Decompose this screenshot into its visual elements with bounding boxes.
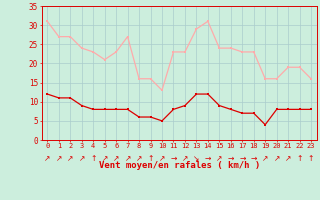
Text: ↘: ↘ — [193, 154, 200, 163]
Text: ↗: ↗ — [216, 154, 222, 163]
Text: ↗: ↗ — [159, 154, 165, 163]
Text: →: → — [205, 154, 211, 163]
Text: →: → — [239, 154, 245, 163]
Text: ↗: ↗ — [101, 154, 108, 163]
Text: →: → — [170, 154, 177, 163]
Text: ↗: ↗ — [67, 154, 74, 163]
Text: ↗: ↗ — [274, 154, 280, 163]
Text: ↑: ↑ — [308, 154, 314, 163]
Text: ↗: ↗ — [44, 154, 51, 163]
Text: →: → — [228, 154, 234, 163]
Text: ↗: ↗ — [262, 154, 268, 163]
Text: ↗: ↗ — [124, 154, 131, 163]
Text: ↗: ↗ — [182, 154, 188, 163]
X-axis label: Vent moyen/en rafales ( km/h ): Vent moyen/en rafales ( km/h ) — [99, 161, 260, 170]
Text: ↗: ↗ — [78, 154, 85, 163]
Text: ↗: ↗ — [56, 154, 62, 163]
Text: ↑: ↑ — [147, 154, 154, 163]
Text: ↗: ↗ — [285, 154, 291, 163]
Text: ↑: ↑ — [90, 154, 96, 163]
Text: →: → — [251, 154, 257, 163]
Text: ↗: ↗ — [113, 154, 119, 163]
Text: ↑: ↑ — [296, 154, 303, 163]
Text: ↗: ↗ — [136, 154, 142, 163]
